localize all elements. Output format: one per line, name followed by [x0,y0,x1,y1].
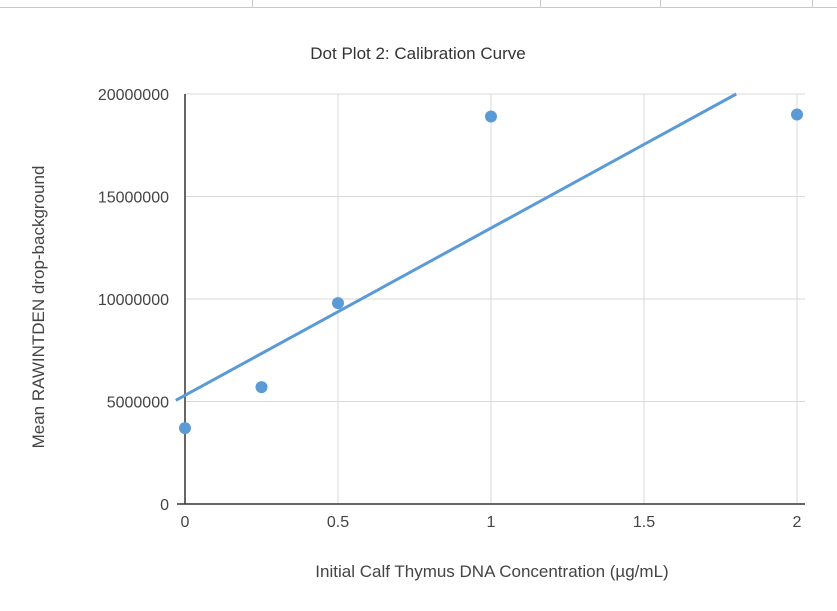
data-point [791,108,803,121]
strip-divider [540,0,541,7]
y-tick-label: 10000000 [98,292,169,309]
trendline [175,92,737,402]
y-tick-label: 15000000 [98,190,169,207]
x-tick-label: 2 [793,514,802,531]
strip-divider [660,0,661,7]
x-axis-label: Initial Calf Thymus DNA Concentration (µ… [315,562,668,581]
chart-title: Dot Plot 2: Calibration Curve [310,44,525,63]
x-tick-label: 1 [487,514,496,531]
data-point [332,297,344,310]
x-tick-label: 1.5 [633,514,655,531]
data-point [179,422,191,435]
trendline-layer [175,92,737,402]
x-tick-label: 0 [181,514,190,531]
x-tick-labels: 0 0.5 1 1.5 2 [181,514,802,531]
data-point [255,381,268,394]
strip-divider [252,0,253,7]
data-point [485,110,497,123]
data-points [179,108,803,435]
y-tick-label: 0 [160,497,169,514]
y-axis-label: Mean RAWINTDEN drop-background [29,166,48,449]
top-window-strip [0,0,837,8]
y-tick-labels: 0 5000000 10000000 15000000 20000000 [98,87,169,514]
grid-lines [185,93,805,504]
x-tick-label: 0.5 [327,514,349,531]
axes [177,94,805,505]
y-tick-label: 5000000 [107,395,169,412]
strip-divider [812,0,813,7]
y-tick-label: 20000000 [98,87,169,104]
